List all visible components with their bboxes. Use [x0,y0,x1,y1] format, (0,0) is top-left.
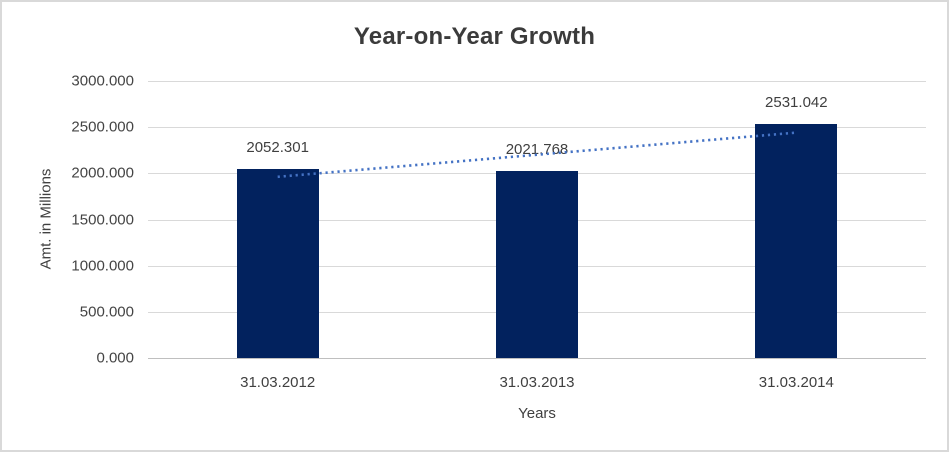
y-tick-label: 1500.000 [71,211,134,228]
x-tick-label: 31.03.2013 [499,374,575,391]
trendline [277,131,797,179]
plot-area: 0.000 500.000 1000.000 1500.000 2000.000 2500… [71,73,926,391]
x-axis-title: Years [518,405,556,422]
bar-31.03.2013 [496,171,578,358]
gridline [148,127,926,129]
y-tick-label: 2500.000 [71,118,134,136]
x-tick-label: 31.03.2012 [240,374,316,391]
data-label: 2052.301 [246,138,309,156]
bar-31.03.2014 [755,124,838,358]
data-label: 2021.768 [505,141,569,159]
bar-31.03.2012 [236,168,319,358]
y-tick-label: 2000.000 [71,164,134,182]
gridline [148,81,926,82]
chart-title: Year-on-Year Growth [353,23,596,50]
data-label: 2531.042 [765,94,828,112]
x-axis-line [148,358,926,359]
x-tick-label: 31.03.2014 [758,374,834,391]
y-tick-label: 1000.000 [71,257,134,275]
y-tick-label: 500.000 [79,303,134,321]
y-tick-label: 0.000 [96,349,134,367]
y-tick-label: 3000.000 [71,72,134,90]
